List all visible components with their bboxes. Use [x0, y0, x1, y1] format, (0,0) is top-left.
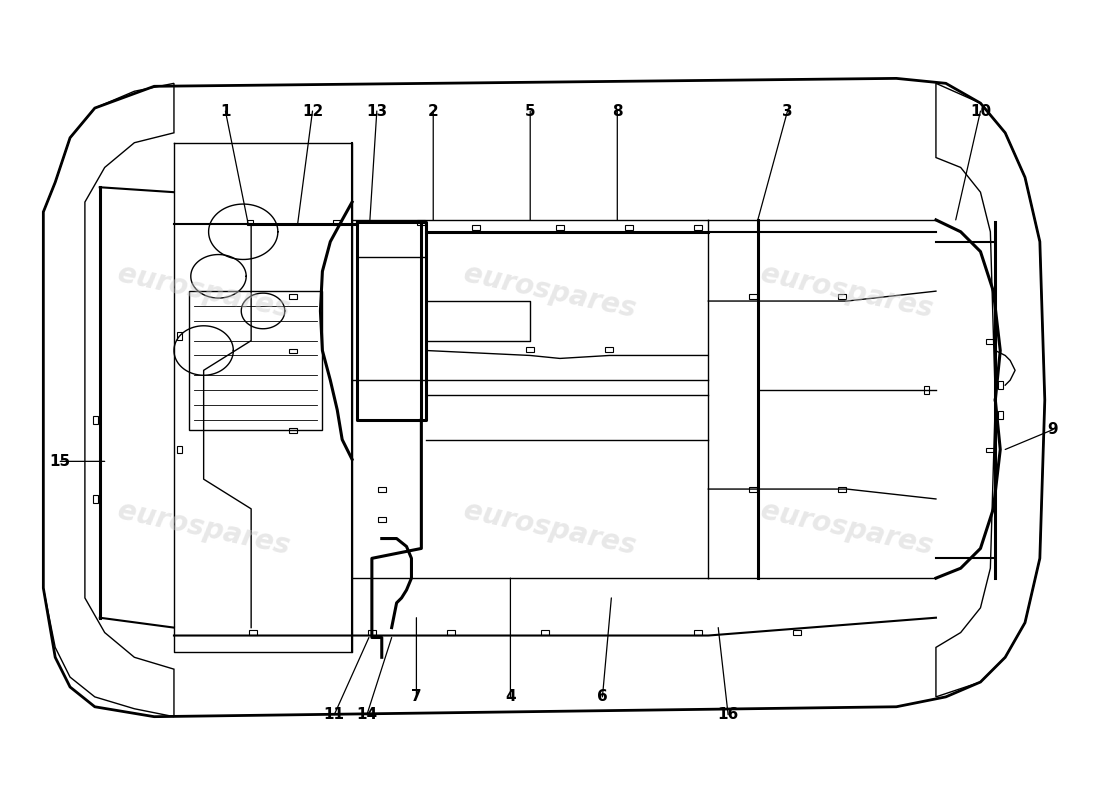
Bar	[694, 630, 703, 634]
Text: 14: 14	[356, 707, 377, 722]
Bar	[526, 346, 535, 351]
Text: 8: 8	[612, 103, 623, 118]
Text: 2: 2	[428, 103, 439, 118]
Text: 7: 7	[411, 690, 421, 704]
Bar	[289, 428, 297, 433]
Text: 1: 1	[220, 103, 231, 118]
Bar	[377, 517, 386, 522]
Bar	[377, 487, 386, 492]
Bar	[92, 416, 98, 424]
Bar	[177, 446, 182, 454]
Text: 11: 11	[323, 707, 344, 722]
Bar	[605, 346, 614, 351]
Text: 12: 12	[301, 103, 323, 118]
Bar	[749, 294, 757, 299]
Text: eurospares: eurospares	[758, 259, 936, 323]
Text: 3: 3	[782, 103, 793, 118]
Text: 6: 6	[597, 690, 608, 704]
Text: 5: 5	[525, 103, 536, 118]
Bar	[999, 411, 1003, 419]
Bar	[838, 294, 846, 299]
Text: eurospares: eurospares	[114, 497, 293, 561]
Bar	[694, 225, 703, 230]
Bar	[250, 630, 257, 634]
Bar	[177, 332, 182, 340]
Bar	[556, 225, 564, 230]
Bar	[92, 495, 98, 503]
Bar	[447, 630, 455, 634]
Bar	[924, 386, 930, 394]
Bar	[541, 630, 549, 634]
Bar	[987, 338, 994, 343]
Bar	[248, 220, 253, 225]
Bar	[333, 220, 341, 225]
Text: 4: 4	[505, 690, 516, 704]
Bar	[838, 487, 846, 492]
Text: 16: 16	[717, 707, 739, 722]
Bar	[367, 630, 376, 634]
Bar	[289, 349, 297, 354]
Bar	[625, 225, 634, 230]
Text: eurospares: eurospares	[758, 497, 936, 561]
Bar	[999, 381, 1003, 389]
Text: 10: 10	[970, 103, 991, 118]
Bar	[793, 630, 802, 634]
Bar	[472, 225, 480, 230]
Bar	[749, 487, 757, 492]
Text: 13: 13	[366, 103, 387, 118]
Text: eurospares: eurospares	[114, 259, 293, 323]
Text: eurospares: eurospares	[461, 497, 639, 561]
Text: eurospares: eurospares	[461, 259, 639, 323]
Text: 9: 9	[1047, 422, 1058, 437]
Bar	[417, 220, 426, 225]
Text: 15: 15	[50, 454, 70, 469]
Bar	[289, 294, 297, 299]
Bar	[987, 447, 994, 453]
